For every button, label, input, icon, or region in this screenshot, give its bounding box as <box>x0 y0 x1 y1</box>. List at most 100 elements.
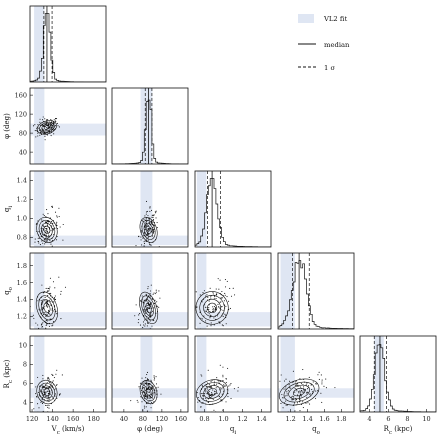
panel-content <box>30 171 106 247</box>
scatter-point <box>222 376 224 378</box>
scatter-point <box>219 279 221 281</box>
y-tick-label-rc: 6 <box>23 380 27 388</box>
scatter-point <box>150 290 152 292</box>
scatter-point <box>56 397 58 399</box>
contour-level-2 <box>199 382 225 402</box>
truth-band-qi <box>196 336 207 412</box>
scatter-point <box>206 388 208 390</box>
scatter-point <box>140 396 142 398</box>
contour-level-3 <box>139 291 159 324</box>
scatter-point <box>41 399 43 401</box>
scatter-point <box>45 287 47 290</box>
panel-qi-qi <box>194 170 272 248</box>
scatter-point <box>62 223 64 226</box>
scatter-point <box>136 399 138 401</box>
scatter-point <box>144 240 146 242</box>
scatter-point <box>47 390 49 392</box>
scatter-point <box>45 121 47 123</box>
scatter-point <box>142 383 144 385</box>
scatter-point <box>294 402 296 404</box>
scatter-point <box>44 221 46 223</box>
x-tick-label-phi: 120 <box>156 415 168 423</box>
scatter-point <box>315 383 317 385</box>
scatter-point <box>58 207 60 209</box>
scatter-point <box>146 223 148 226</box>
scatter-point <box>299 390 301 392</box>
scatter-point <box>301 391 303 393</box>
scatter-point <box>325 387 327 389</box>
scatter-point <box>58 126 60 128</box>
scatter-point <box>226 280 228 282</box>
scatter-point <box>225 305 227 308</box>
scatter-point <box>288 384 290 386</box>
scatter-point <box>45 228 47 230</box>
scatter-point <box>229 384 231 386</box>
scatter-point <box>191 310 192 311</box>
scatter-point <box>47 290 49 293</box>
scatter-point <box>156 301 158 303</box>
scatter-point <box>221 324 223 326</box>
scatter-point <box>148 227 150 230</box>
scatter-point <box>267 408 268 409</box>
scatter-point <box>299 399 301 402</box>
scatter-point <box>47 295 49 297</box>
scatter-point <box>151 297 153 299</box>
scatter-point <box>45 234 47 236</box>
y-axis-label-phi: φ (deg) <box>3 113 11 139</box>
scatter-point <box>141 244 143 246</box>
contour-level-3 <box>139 380 158 405</box>
scatter-point <box>48 288 50 290</box>
scatter-point <box>150 220 152 223</box>
scatter-point <box>37 403 39 405</box>
scatter-point <box>42 308 44 311</box>
scatter-point <box>284 395 286 397</box>
scatter-point <box>147 401 149 403</box>
scatter-point <box>224 313 226 315</box>
scatter-point <box>229 287 231 290</box>
scatter-point <box>202 393 204 395</box>
y-tick-label-rc: 4 <box>23 399 27 407</box>
panel-frame <box>29 335 107 413</box>
contour-level-2 <box>38 295 56 321</box>
truth-band-vc <box>34 253 45 329</box>
scatter-point <box>297 391 299 393</box>
scatter-point <box>211 396 213 398</box>
scatter-point <box>207 296 209 298</box>
scatter-point <box>223 300 225 302</box>
contour-level-2 <box>283 381 315 403</box>
scatter-point <box>216 315 218 317</box>
scatter-point <box>35 136 37 138</box>
scatter-point <box>53 297 56 299</box>
scatter-point <box>54 299 57 301</box>
scatter-point <box>150 209 153 212</box>
panel-frame <box>194 170 272 248</box>
scatter-point <box>37 376 39 378</box>
scatter-point <box>34 130 36 132</box>
scatter-point <box>37 132 39 134</box>
scatter-point <box>147 295 150 297</box>
scatter-point <box>40 401 42 403</box>
scatter-point <box>196 392 198 394</box>
scatter-point <box>224 278 226 281</box>
scatter-point <box>39 389 42 391</box>
scatter-point <box>37 300 39 302</box>
scatter-point <box>137 401 139 403</box>
scatter-point <box>44 311 46 313</box>
truth-band-qi <box>196 171 207 247</box>
scatter-point <box>205 389 207 391</box>
panel-content <box>195 336 271 412</box>
scatter-point <box>143 381 145 383</box>
panel-rc-rc: 4 6 8 10 Rc (kpc) <box>359 335 437 436</box>
scatter-point <box>146 383 148 385</box>
scatter-point <box>218 395 220 397</box>
scatter-point <box>222 325 224 327</box>
scatter-point <box>50 220 53 223</box>
x-tick-label-qi: 0.8 <box>199 415 209 423</box>
scatter-point <box>221 388 223 390</box>
scatter-point <box>38 407 40 409</box>
scatter-point <box>145 211 148 213</box>
scatter-point <box>317 374 319 376</box>
truth-band-qo <box>280 253 295 329</box>
scatter-point <box>50 118 52 121</box>
